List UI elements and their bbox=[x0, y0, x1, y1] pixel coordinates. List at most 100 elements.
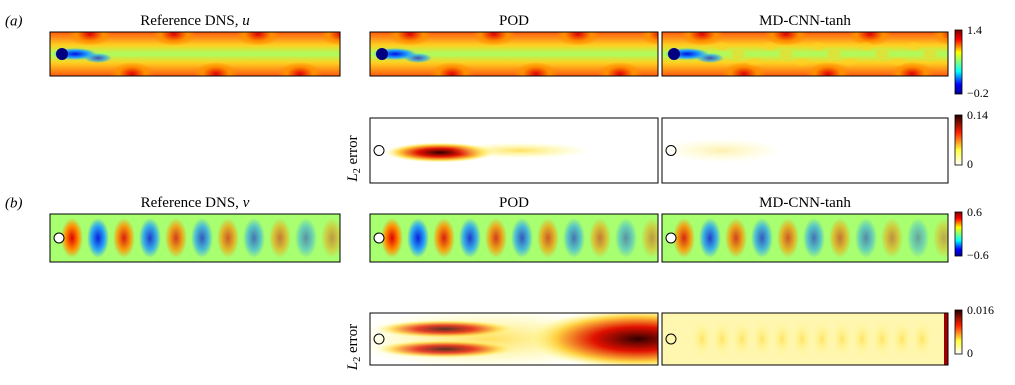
err-blob bbox=[792, 321, 812, 357]
field-blob bbox=[589, 218, 611, 258]
plot-frame bbox=[369, 117, 659, 184]
plot-frame bbox=[661, 213, 949, 263]
noise bbox=[843, 58, 857, 66]
noise bbox=[923, 50, 937, 58]
field-blob bbox=[217, 218, 239, 258]
field-plot bbox=[370, 313, 658, 365]
cylinder bbox=[665, 333, 677, 345]
field-plot bbox=[662, 118, 948, 183]
cylinder bbox=[373, 333, 385, 345]
field-blob bbox=[641, 218, 658, 258]
field-plot bbox=[50, 214, 340, 262]
field-plot bbox=[662, 214, 948, 262]
err-blob bbox=[852, 321, 872, 357]
colorbar bbox=[954, 114, 963, 166]
err-blob bbox=[892, 321, 912, 357]
err-blob bbox=[812, 321, 832, 357]
err-blob bbox=[450, 142, 590, 159]
title-variable: v bbox=[243, 195, 250, 211]
plot-frame bbox=[49, 213, 341, 263]
err-blob bbox=[692, 321, 712, 357]
field-blob bbox=[269, 218, 291, 258]
plot-title: Reference DNS, v bbox=[141, 195, 250, 211]
wake bbox=[696, 53, 724, 63]
field-blob bbox=[514, 62, 558, 76]
field-blob bbox=[640, 32, 658, 46]
field-blob bbox=[320, 32, 340, 46]
field-blob bbox=[110, 62, 154, 76]
field-blob bbox=[848, 32, 892, 46]
noise bbox=[763, 42, 777, 50]
field-blob bbox=[803, 218, 825, 258]
err-blob bbox=[772, 321, 792, 357]
field-blob bbox=[295, 218, 317, 258]
err-blob bbox=[528, 313, 658, 365]
panel-label: (a) bbox=[5, 13, 23, 29]
plot-frame bbox=[369, 312, 659, 366]
cylinder-dark bbox=[668, 48, 680, 60]
field-blob bbox=[152, 32, 196, 46]
plot-title: MD-CNN-tanh bbox=[759, 13, 851, 29]
field-blob bbox=[139, 218, 161, 258]
field-plot bbox=[370, 214, 658, 262]
colorbar bbox=[954, 29, 963, 95]
noise bbox=[811, 42, 825, 50]
cylinder bbox=[665, 145, 677, 156]
field-blob bbox=[243, 218, 265, 258]
field-blob bbox=[194, 62, 238, 76]
field-blob bbox=[430, 62, 474, 76]
error-text: error bbox=[345, 324, 361, 357]
error-subscript: 2 bbox=[352, 168, 363, 173]
plot-frame bbox=[661, 31, 949, 77]
cylinder bbox=[373, 145, 385, 156]
field-plot bbox=[662, 313, 948, 365]
plot-frame bbox=[661, 312, 949, 366]
colorbar bbox=[954, 309, 963, 355]
noise bbox=[795, 58, 809, 66]
noise bbox=[859, 42, 873, 50]
field-blob bbox=[806, 62, 850, 76]
error-subscript: 2 bbox=[352, 357, 363, 362]
field-blob bbox=[829, 218, 851, 258]
err-blob bbox=[712, 321, 732, 357]
field-blob bbox=[615, 218, 637, 258]
plot-title: POD bbox=[499, 13, 529, 29]
field-blob bbox=[321, 218, 340, 258]
field-blob bbox=[725, 218, 747, 258]
noise bbox=[779, 50, 793, 58]
title-text: MD-CNN-tanh bbox=[759, 195, 851, 211]
err-blob bbox=[662, 138, 782, 163]
colorbar-max: 0.016 bbox=[967, 303, 994, 317]
colorbar-max: 0.14 bbox=[967, 108, 988, 122]
error-symbol: L bbox=[345, 173, 361, 182]
error-text: error bbox=[345, 135, 361, 168]
plot-frame bbox=[369, 31, 659, 77]
err-edge bbox=[944, 313, 948, 365]
noise bbox=[731, 50, 745, 58]
err-blob bbox=[912, 321, 932, 357]
field-blob bbox=[556, 32, 600, 46]
plot-frame bbox=[49, 31, 341, 77]
field-plot bbox=[370, 118, 658, 183]
field-blob bbox=[563, 218, 585, 258]
cylinder bbox=[665, 232, 677, 244]
field-blob bbox=[236, 32, 280, 46]
field-blob bbox=[907, 218, 929, 258]
cylinder-dark bbox=[376, 48, 388, 60]
field-blob bbox=[381, 218, 403, 258]
field-blob bbox=[191, 218, 213, 258]
field-blob bbox=[673, 218, 695, 258]
colorbar-min: −0.6 bbox=[967, 248, 989, 262]
field-blob bbox=[87, 218, 109, 258]
field-blob bbox=[855, 218, 877, 258]
field-blob bbox=[511, 218, 533, 258]
field-plot bbox=[50, 32, 340, 76]
title-text: Reference DNS, bbox=[140, 13, 242, 29]
cylinder bbox=[53, 232, 65, 244]
field-blob bbox=[472, 32, 516, 46]
noise bbox=[907, 42, 921, 50]
plot-frame bbox=[661, 117, 949, 184]
field-blob bbox=[278, 62, 322, 76]
